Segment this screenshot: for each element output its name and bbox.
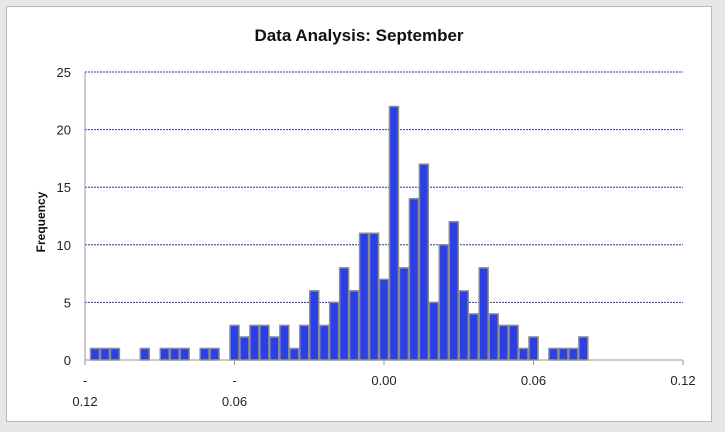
chart-frame: Data Analysis: September 0 5 10 15 20 25 - 0.12… — [6, 6, 712, 422]
histogram-bar — [309, 290, 320, 361]
histogram-bar — [428, 301, 440, 361]
histogram-bar — [558, 347, 569, 361]
histogram-bar — [299, 324, 310, 361]
histogram-plot: 0 5 10 15 20 25 - 0.12 - 0.06 0.00 0.06 0.12 Frequen… — [34, 65, 696, 409]
histogram-bar — [528, 336, 539, 361]
histogram-bar — [89, 347, 101, 361]
histogram-bar — [568, 347, 579, 361]
x-tick-label: 0.12 — [72, 394, 97, 409]
histogram-bar — [249, 324, 260, 361]
x-tick-label: 0.06 — [222, 394, 247, 409]
histogram-bar — [438, 244, 450, 361]
grid-lines — [85, 71, 683, 303]
histogram-bar — [338, 267, 350, 361]
chart-title: Data Analysis: September — [254, 26, 464, 45]
histogram-bar — [348, 290, 360, 361]
y-tick-label: 0 — [64, 353, 71, 368]
histogram-bar — [498, 324, 509, 361]
axes — [84, 72, 684, 365]
histogram-bar — [279, 324, 290, 361]
histogram-bar — [508, 324, 519, 361]
y-tick-label: 25 — [57, 65, 71, 80]
histogram-bar — [518, 347, 529, 361]
x-tick-label: 0.12 — [670, 373, 695, 388]
histogram-bar — [199, 347, 210, 361]
histogram-bar — [388, 105, 400, 361]
histogram-bar — [159, 347, 170, 361]
y-tick-label: 5 — [64, 295, 71, 310]
y-tick-label: 10 — [57, 238, 71, 253]
x-tick-label: - — [232, 373, 236, 388]
histogram-bar — [239, 336, 250, 361]
histogram-bar — [109, 347, 121, 361]
x-tick-label: - — [83, 373, 87, 388]
histogram-bar — [139, 347, 151, 361]
x-tick-label: 0.00 — [371, 373, 396, 388]
y-axis-label: Frequency — [34, 191, 48, 252]
histogram-bar — [269, 336, 280, 361]
histogram-bar — [468, 313, 479, 361]
tick-labels: 0 5 10 15 20 25 - 0.12 - 0.06 0.00 0.06 0.12 — [57, 65, 696, 409]
histogram-bar — [229, 324, 240, 361]
histogram-bar — [289, 347, 300, 361]
histogram-bar — [99, 347, 111, 361]
histogram-bar — [488, 313, 499, 361]
histogram-bar — [548, 347, 559, 361]
histogram-bar — [179, 347, 190, 361]
histogram-bars — [89, 105, 589, 361]
histogram-bar — [408, 197, 420, 361]
histogram-bar — [448, 221, 459, 361]
y-tick-label: 15 — [57, 180, 71, 195]
histogram-bar — [378, 278, 390, 361]
histogram-bar — [328, 301, 340, 361]
histogram-bar — [418, 163, 430, 361]
x-tick-label: 0.06 — [521, 373, 546, 388]
histogram-bar — [398, 267, 410, 361]
histogram-bar — [368, 232, 380, 361]
histogram-bar — [259, 324, 270, 361]
histogram-bar — [209, 347, 220, 361]
histogram-bar — [478, 267, 489, 361]
y-tick-label: 20 — [57, 123, 71, 138]
histogram-bar — [169, 347, 180, 361]
histogram-bar — [458, 290, 469, 361]
histogram-bar — [578, 336, 589, 361]
histogram-bar — [318, 324, 330, 361]
histogram-bar — [358, 232, 370, 361]
